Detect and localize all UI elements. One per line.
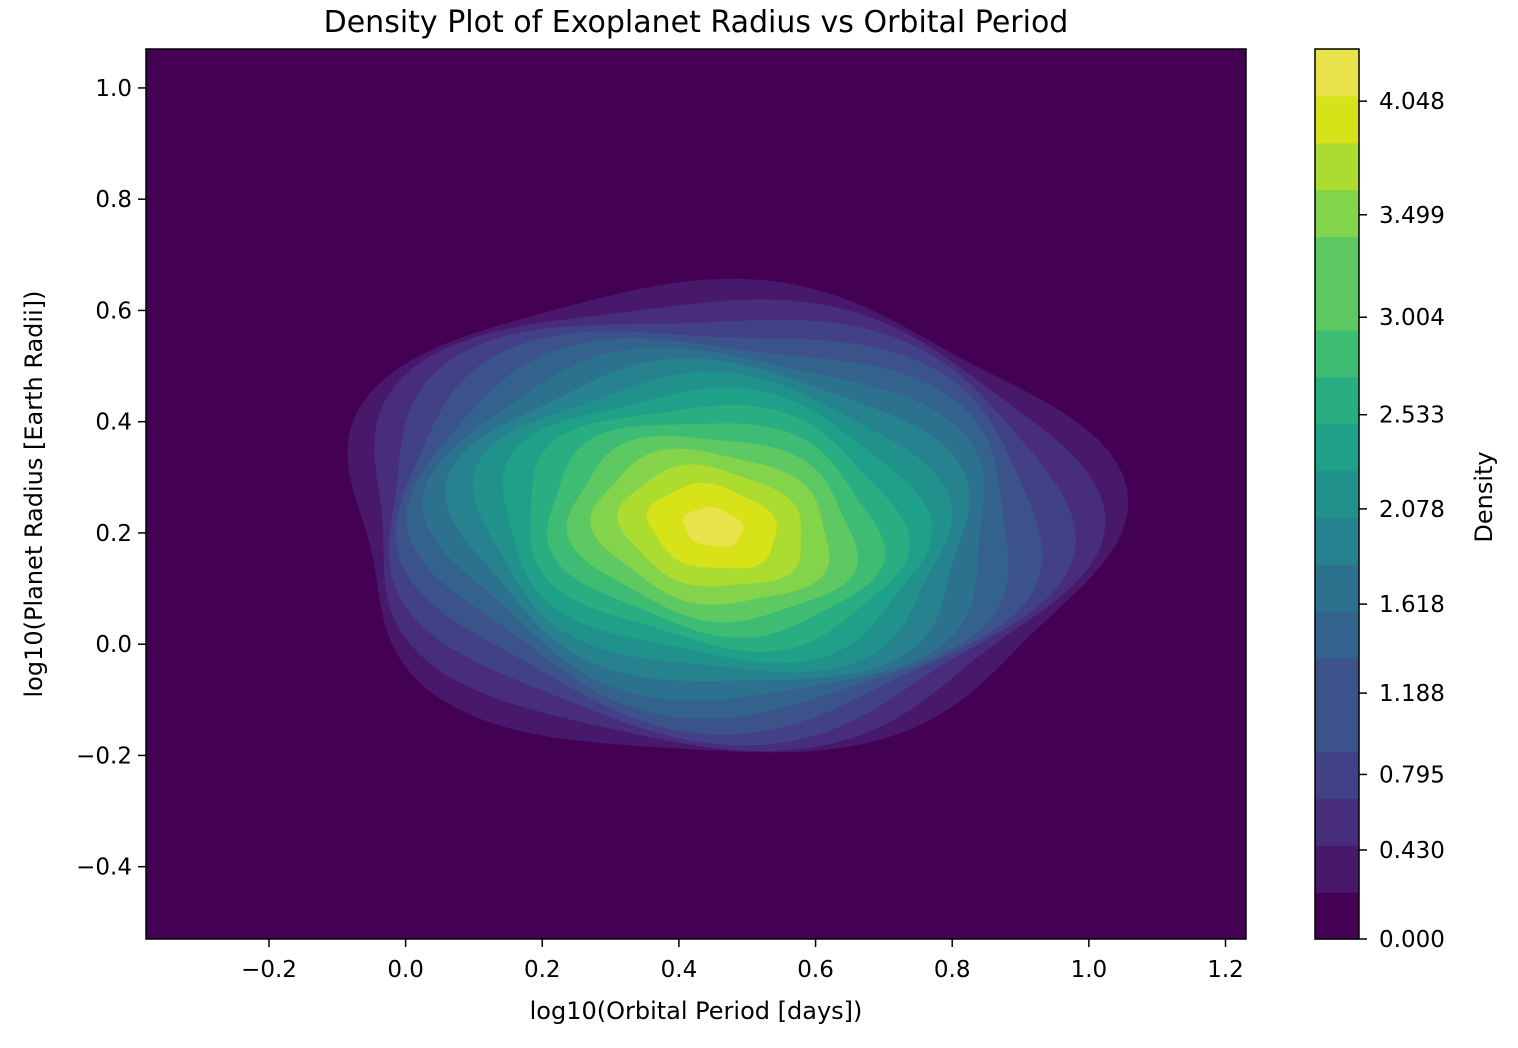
- colorbar-tick-label: 3.499: [1379, 203, 1445, 229]
- x-tick-label: 0.2: [524, 957, 561, 983]
- colorbar-tick-label: 0.430: [1379, 838, 1445, 864]
- y-tick-label: −0.2: [76, 743, 132, 769]
- plot-area: [145, 48, 1247, 940]
- colorbar-tick-label: 0.000: [1379, 927, 1445, 953]
- density-contours: [347, 278, 1129, 753]
- y-tick-label: −0.4: [76, 855, 132, 881]
- y-axis-label: log10(Planet Radius [Earth Radii]): [20, 291, 48, 698]
- colorbar-frame: [1314, 48, 1360, 940]
- x-tick-label: −0.2: [241, 957, 297, 983]
- colorbar-band: [1315, 564, 1359, 612]
- colorbar-band: [1315, 470, 1359, 519]
- y-tick-label: 1.0: [95, 76, 132, 102]
- colorbar-band: [1315, 704, 1359, 753]
- colorbar-band: [1315, 798, 1359, 846]
- colorbar-band: [1315, 236, 1359, 284]
- x-axis: −0.2 0.0 0.2 0.4 0.6 0.8 1.0 1.2: [241, 939, 1244, 983]
- colorbar-band: [1315, 845, 1359, 893]
- colorbar-tick-label: 2.533: [1379, 403, 1445, 429]
- y-tick-label: 0.8: [95, 187, 132, 213]
- colorbar-bands: [1315, 49, 1359, 940]
- x-tick-label: 1.2: [1207, 957, 1244, 983]
- colorbar-band: [1315, 657, 1359, 706]
- x-tick-label: 0.4: [661, 957, 698, 983]
- colorbar-band: [1315, 892, 1359, 940]
- y-tick-label: 0.0: [95, 632, 132, 658]
- x-axis-label: log10(Orbital Period [days]): [530, 997, 863, 1025]
- colorbar: 0.000 0.430 0.795 1.188 1.618 2.078 2.533 3.004…: [1314, 48, 1498, 953]
- colorbar-tick-label: 2.078: [1379, 497, 1445, 523]
- colorbar-tick-label: 4.048: [1379, 89, 1445, 115]
- colorbar-band: [1315, 423, 1359, 472]
- colorbar-band: [1315, 611, 1359, 659]
- colorbar-band: [1315, 49, 1359, 97]
- colorbar-band: [1315, 376, 1359, 425]
- colorbar-ticks: 0.000 0.430 0.795 1.188 1.618 2.078 2.533 3.004…: [1359, 89, 1445, 953]
- colorbar-band: [1315, 283, 1359, 331]
- colorbar-tick-label: 1.618: [1379, 592, 1445, 618]
- x-tick-label: 0.0: [387, 957, 424, 983]
- density-contour: [683, 506, 744, 548]
- y-tick-label: 0.4: [95, 410, 132, 436]
- colorbar-tick-label: 1.188: [1379, 681, 1445, 707]
- colorbar-tick-label: 0.795: [1379, 762, 1445, 788]
- x-tick-label: 1.0: [1071, 957, 1108, 983]
- plot-frame: [145, 48, 1247, 940]
- y-tick-label: 0.2: [95, 521, 132, 547]
- colorbar-band: [1315, 95, 1359, 144]
- x-tick-label: 0.8: [934, 957, 971, 983]
- colorbar-tick-label: 3.004: [1379, 305, 1445, 331]
- y-axis: −0.4 −0.2 0.0 0.2 0.4 0.6 0.8 1.0: [76, 76, 146, 881]
- y-tick-label: 0.6: [95, 298, 132, 324]
- colorbar-band: [1315, 751, 1359, 800]
- x-tick-label: 0.6: [797, 957, 834, 983]
- chart-title: Density Plot of Exoplanet Radius vs Orbi…: [324, 5, 1069, 40]
- colorbar-band: [1315, 517, 1359, 565]
- colorbar-band: [1315, 142, 1359, 191]
- colorbar-band: [1315, 189, 1359, 237]
- colorbar-label: Density: [1470, 451, 1498, 542]
- colorbar-band: [1315, 330, 1359, 378]
